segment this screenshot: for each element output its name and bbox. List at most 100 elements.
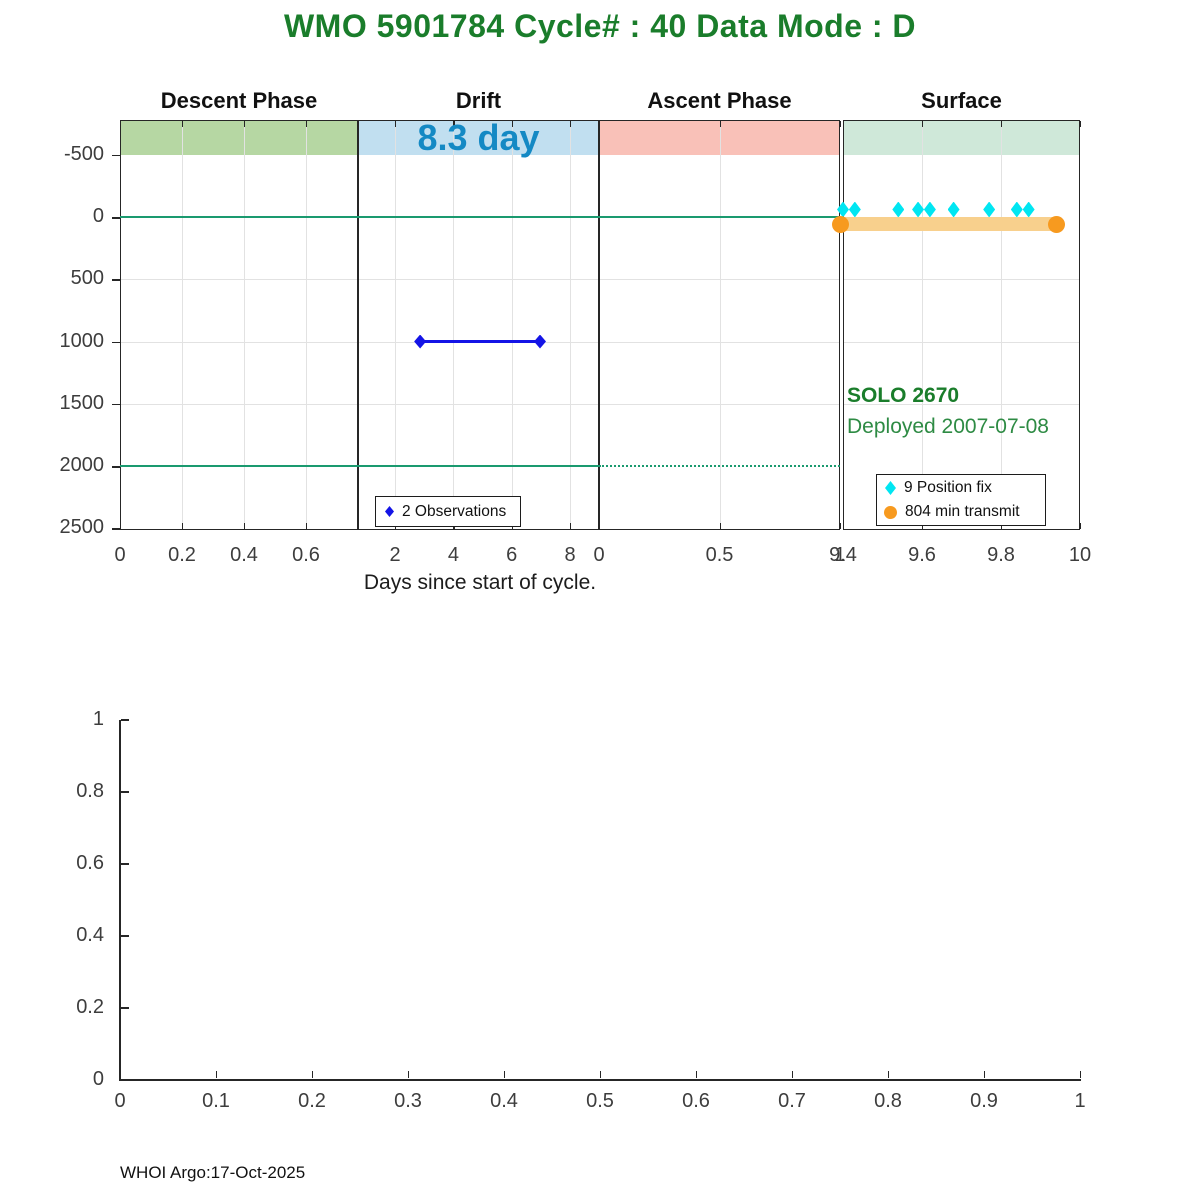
x-tick-mark xyxy=(1080,1071,1082,1078)
deployed-date-annotation: Deployed 2007-07-08 xyxy=(847,415,1049,438)
position-fix-marker xyxy=(837,201,849,218)
y-tick-label: 1000 xyxy=(59,329,105,352)
y-tick-label: 0.2 xyxy=(76,996,104,1018)
chart-title: WMO 5901784 Cycle# : 40 Data Mode : D xyxy=(283,8,917,44)
position-fix-diamond-icon xyxy=(885,481,896,495)
legend-row: 804 min transmit xyxy=(884,500,1045,524)
x-tick-mark xyxy=(1080,121,1082,127)
y-gridline xyxy=(600,403,839,405)
x-tick-label: 0.9 xyxy=(970,1090,998,1112)
x-tick-label: 6 xyxy=(506,544,518,566)
x-tick-mark xyxy=(922,121,924,127)
x-tick-mark xyxy=(306,121,308,127)
y-tick-label: 1500 xyxy=(59,391,105,414)
y-tick-mark xyxy=(121,791,129,793)
x-tick-mark xyxy=(1001,121,1003,127)
x-tick-mark xyxy=(120,1071,122,1078)
panel-box xyxy=(358,120,599,530)
x-tick-label: 0 xyxy=(114,544,126,566)
legend-label: 804 min transmit xyxy=(905,503,1020,520)
x-tick-mark xyxy=(182,121,184,127)
x-tick-mark xyxy=(840,121,842,127)
panel-header-descent: Descent Phase xyxy=(160,88,318,113)
position-fix-marker xyxy=(1022,201,1035,218)
x-gridline xyxy=(719,121,721,529)
y-tick-mark xyxy=(112,217,120,219)
observations-diamond-icon xyxy=(385,506,394,517)
x-tick-label: 0.7 xyxy=(778,1090,806,1112)
transmit-band xyxy=(840,217,1057,232)
y-tick-mark xyxy=(121,863,129,865)
x-tick-mark xyxy=(840,523,842,529)
panel-header-ascent: Ascent Phase xyxy=(647,88,792,113)
x-gridline xyxy=(922,121,923,529)
x-tick-label: 0 xyxy=(593,544,605,566)
phase-band xyxy=(844,121,1079,155)
x-tick-mark xyxy=(696,1071,698,1078)
x-tick-mark xyxy=(408,1071,410,1078)
x-tick-label: 0.3 xyxy=(394,1090,422,1112)
x-tick-label: 9.8 xyxy=(987,544,1015,566)
x-tick-mark xyxy=(843,121,845,127)
x-tick-mark xyxy=(312,1071,314,1078)
x-tick-mark xyxy=(120,121,122,127)
x-tick-mark xyxy=(182,523,184,529)
x-tick-mark xyxy=(570,523,572,529)
x-tick-mark xyxy=(216,1071,218,1078)
y-gridline xyxy=(600,279,839,281)
drift-legend: 2 Observations xyxy=(375,496,521,527)
x-gridline xyxy=(570,121,572,529)
x-tick-label: 9.4 xyxy=(829,544,857,566)
x-tick-label: 0.2 xyxy=(298,1090,326,1112)
surface-legend: 9 Position fix 804 min transmit xyxy=(876,474,1046,526)
y-tick-label: 0.4 xyxy=(76,924,104,946)
x-gridline xyxy=(244,121,245,529)
y-tick-label: -500 xyxy=(63,142,104,165)
y-axis-line xyxy=(119,720,121,1081)
observation-line xyxy=(420,339,540,344)
x-tick-label: 0.4 xyxy=(230,544,258,566)
y-tick-mark xyxy=(112,403,120,406)
x-gridline xyxy=(453,121,455,529)
x-tick-mark xyxy=(600,1071,602,1078)
y-gridline xyxy=(359,403,598,405)
x-gridline xyxy=(1001,121,1002,529)
position-fix-marker xyxy=(892,201,905,218)
x-tick-label: 9.6 xyxy=(908,544,936,566)
transmit-endpoint-marker xyxy=(832,216,849,234)
y-gridline xyxy=(844,403,1079,405)
x-tick-label: 0.5 xyxy=(705,544,734,566)
y-tick-mark xyxy=(121,1079,129,1081)
x-gridline xyxy=(511,121,513,529)
x-tick-mark xyxy=(1001,523,1003,529)
phase-band xyxy=(359,121,598,155)
x-axis-line xyxy=(119,1079,1081,1081)
position-fix-marker xyxy=(923,201,936,218)
x-tick-label: 2 xyxy=(389,544,401,566)
x-tick-label: 4 xyxy=(447,544,459,566)
legend-row: 2 Observations xyxy=(385,500,520,524)
y-tick-label: 1 xyxy=(92,708,104,730)
x-tick-mark xyxy=(504,1071,506,1078)
x-tick-label: 0.6 xyxy=(682,1090,710,1112)
y-tick-mark xyxy=(112,466,120,468)
y-tick-mark xyxy=(121,935,129,937)
x-tick-label: 1 xyxy=(1074,1090,1086,1112)
x-tick-mark xyxy=(599,523,601,529)
observation-diamond-marker xyxy=(534,334,546,349)
x-tick-mark xyxy=(888,1071,890,1078)
panel-header-drift: Drift xyxy=(455,88,502,113)
x-tick-mark xyxy=(984,1071,986,1078)
drift-duration-annotation: 8.3 day xyxy=(417,117,540,158)
position-fix-marker xyxy=(983,201,996,218)
x-tick-mark xyxy=(244,523,246,529)
panel-header-surface: Surface xyxy=(921,88,1002,113)
y-gridline xyxy=(121,403,357,405)
y-tick-label: 0.6 xyxy=(76,852,104,874)
x-axis-label: Days since start of cycle. xyxy=(363,571,597,594)
x-tick-mark xyxy=(306,523,308,529)
y-tick-label: 2000 xyxy=(59,454,105,476)
x-tick-label: 0 xyxy=(114,1090,126,1112)
y-gridline xyxy=(844,341,1079,343)
footer-credit: WHOI Argo:17-Oct-2025 xyxy=(120,1163,306,1182)
